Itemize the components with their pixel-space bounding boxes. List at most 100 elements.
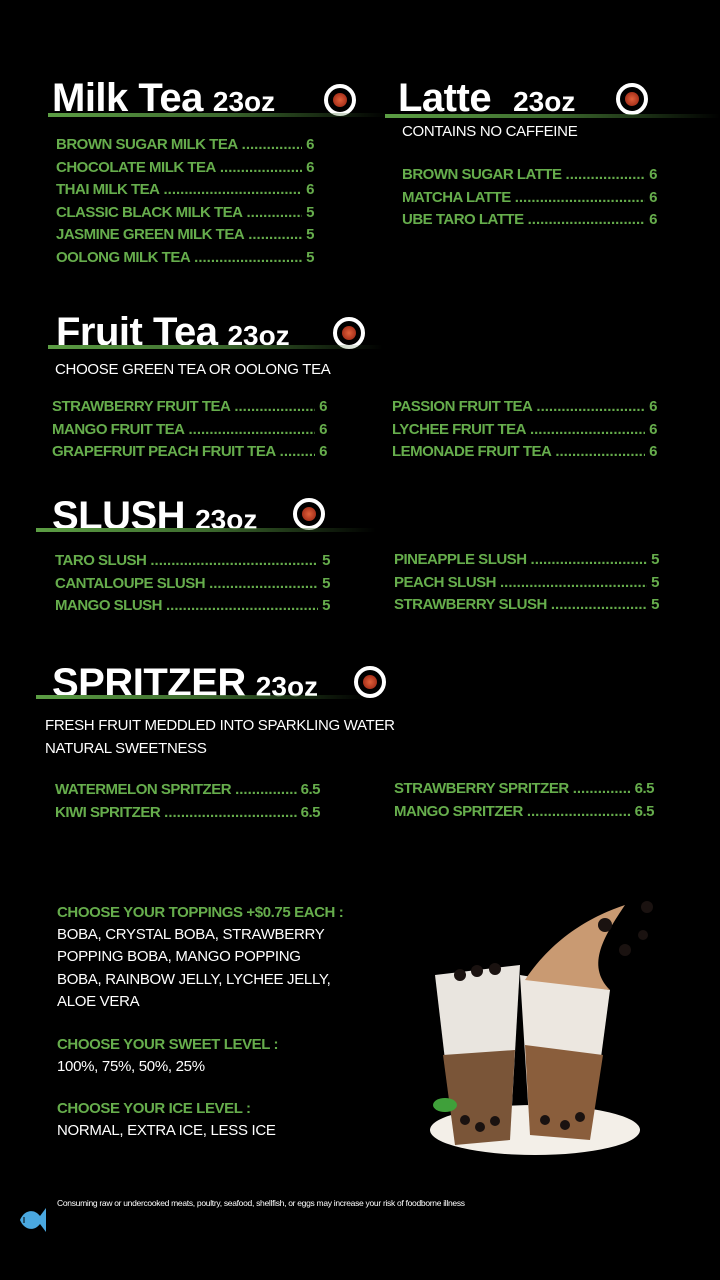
slush-list-left: TARO SLUSH 5 CANTALOUPE SLUSH 5 MANGO SLUSH 5	[55, 552, 330, 620]
fish-icon	[20, 1208, 46, 1232]
dot-leader	[528, 211, 646, 228]
item-price: 6	[649, 166, 657, 183]
item-name: GRAPEFRUIT PEACH FRUIT TEA	[52, 443, 276, 460]
item-price: 6	[306, 136, 314, 153]
menu-item: MANGO SPRITZER 6.5	[394, 802, 655, 826]
dot-leader	[234, 398, 315, 415]
dot-leader	[220, 159, 302, 176]
sweet-values: 100%, 75%, 50%, 25%	[57, 1058, 205, 1075]
item-name: KIWI SPRITZER	[55, 803, 161, 821]
dot-leader	[530, 421, 645, 438]
item-name: PASSION FRUIT TEA	[392, 398, 533, 415]
menu-item: PINEAPPLE SLUSH 5	[394, 551, 659, 574]
item-name: LYCHEE FRUIT TEA	[392, 420, 526, 438]
item-name: MANGO SPRITZER	[394, 802, 523, 820]
item-price: 6.5	[300, 803, 321, 821]
menu-item: BROWN SUGAR MILK TEA 6	[56, 136, 314, 159]
menu-item: THAI MILK TEA 6	[56, 181, 314, 204]
dot-leader	[531, 551, 648, 568]
item-price: 5	[322, 574, 330, 592]
menu-item: PEACH SLUSH 5	[394, 574, 659, 597]
menu-item: GRAPEFRUIT PEACH FRUIT TEA 6	[52, 443, 327, 466]
item-price: 6	[649, 188, 657, 206]
item-name: BROWN SUGAR MILK TEA	[56, 136, 238, 153]
menu-item: BROWN SUGAR LATTE 6	[402, 166, 657, 189]
menu-item: UBE TARO LATTE 6	[402, 211, 657, 234]
item-price: 5	[306, 226, 314, 243]
fruit-tea-note: CHOOSE GREEN TEA OR OOLONG TEA	[55, 361, 331, 378]
item-name: STRAWBERRY SPRITZER	[394, 780, 569, 797]
section-underline	[36, 695, 366, 699]
sweet-heading: CHOOSE YOUR SWEET LEVEL :	[57, 1036, 279, 1053]
section-underline	[48, 113, 388, 117]
toppings-list: BOBA, CRYSTAL BOBA, STRAWBERRY POPPING B…	[57, 924, 331, 1013]
section-title: Latte	[398, 76, 492, 120]
dot-leader	[573, 780, 631, 797]
section-title: Milk Tea	[52, 76, 203, 120]
section-underline	[48, 345, 383, 349]
item-name: CLASSIC BLACK MILK TEA	[56, 203, 243, 221]
menu-item: CANTALOUPE SLUSH 5	[55, 575, 330, 598]
item-price: 5	[651, 551, 659, 568]
item-price: 5	[651, 596, 659, 613]
toppings-line: BOBA, CRYSTAL BOBA, STRAWBERRY	[57, 926, 325, 943]
spritzer-note-2: NATURAL SWEETNESS	[45, 740, 207, 757]
menu-item: KIWI SPRITZER 6.5	[55, 803, 321, 827]
item-price: 6	[319, 443, 327, 460]
item-price: 5	[322, 552, 330, 569]
item-price: 6.5	[634, 802, 655, 820]
item-name: PEACH SLUSH	[394, 573, 497, 591]
dot-leader	[551, 596, 647, 613]
boba-icon	[354, 666, 386, 698]
dot-leader	[248, 226, 302, 243]
menu-item: OOLONG MILK TEA 5	[56, 249, 314, 272]
dot-leader	[150, 552, 318, 569]
milk-tea-list: BROWN SUGAR MILK TEA 6 CHOCOLATE MILK TEA 6…	[56, 136, 314, 271]
menu-item: STRAWBERRY FRUIT TEA 6	[52, 398, 327, 421]
dot-leader	[209, 575, 318, 592]
dot-leader	[235, 781, 297, 798]
item-price: 6	[649, 211, 657, 228]
item-price: 6	[649, 443, 657, 460]
ice-values: NORMAL, EXTRA ICE, LESS ICE	[57, 1122, 276, 1139]
menu-item: PASSION FRUIT TEA 6	[392, 398, 657, 421]
item-price: 6	[649, 398, 657, 415]
item-name: MATCHA LATTE	[402, 188, 511, 206]
menu-item: CHOCOLATE MILK TEA 6	[56, 159, 314, 182]
menu-item: CLASSIC BLACK MILK TEA 5	[56, 204, 314, 227]
item-name: CANTALOUPE SLUSH	[55, 574, 206, 592]
toppings-line: POPPING BOBA, MANGO POPPING	[57, 948, 301, 966]
boba-icon	[324, 84, 356, 116]
dot-leader	[515, 189, 645, 206]
menu-item: MATCHA LATTE 6	[402, 189, 657, 212]
dot-leader	[555, 443, 645, 460]
item-price: 5	[306, 248, 314, 266]
menu-item: STRAWBERRY SLUSH 5	[394, 596, 659, 619]
dot-leader	[164, 181, 303, 198]
item-name: WATERMELON SPRITZER	[55, 781, 232, 798]
latte-title: Latte 23oz	[398, 78, 575, 118]
item-name: CHOCOLATE MILK TEA	[56, 158, 216, 176]
dot-leader	[194, 249, 302, 266]
spritzer-list-right: STRAWBERRY SPRITZER 6.5 MANGO SPRITZER 6.5	[394, 780, 655, 826]
item-name: TARO SLUSH	[55, 552, 147, 569]
item-price: 5	[651, 573, 659, 591]
menu-item: MANGO SLUSH 5	[55, 597, 330, 620]
boba-icon	[616, 83, 648, 115]
item-name: THAI MILK TEA	[56, 181, 160, 198]
dot-leader	[500, 574, 647, 591]
item-name: BROWN SUGAR LATTE	[402, 166, 562, 183]
dot-leader	[536, 398, 645, 415]
menu-item: LYCHEE FRUIT TEA 6	[392, 421, 657, 444]
item-price: 5	[306, 203, 314, 221]
item-name: JASMINE GREEN MILK TEA	[56, 226, 245, 243]
size-label: 23oz	[227, 320, 290, 351]
menu-item: JASMINE GREEN MILK TEA 5	[56, 226, 314, 249]
item-name: PINEAPPLE SLUSH	[394, 551, 527, 568]
item-price: 6	[649, 420, 657, 438]
latte-list: BROWN SUGAR LATTE6MATCHA LATTE6UBE TARO …	[402, 166, 657, 234]
dot-leader	[527, 803, 631, 820]
dot-leader	[242, 136, 303, 153]
size-label: 23oz	[513, 86, 576, 117]
dot-leader	[566, 166, 646, 183]
